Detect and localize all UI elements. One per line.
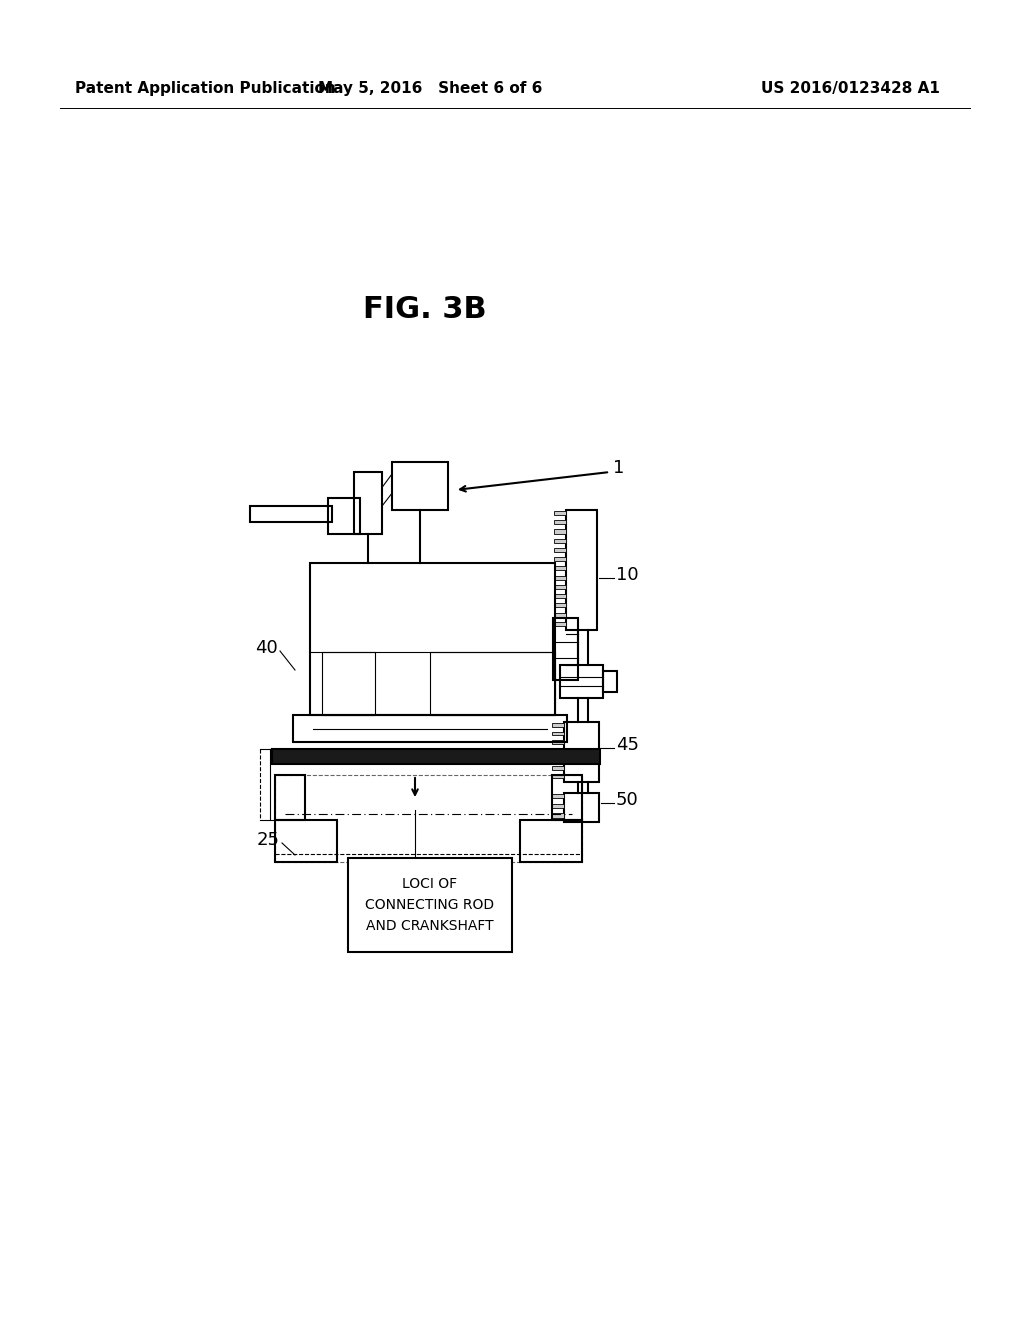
Bar [348,858,512,952]
Bar [554,511,566,515]
Bar [322,652,375,715]
Bar [552,813,564,817]
Text: FIG. 3B: FIG. 3B [364,296,486,325]
Bar [552,723,564,727]
Bar [554,539,566,543]
Bar [554,566,566,570]
Bar [275,775,582,862]
Bar [293,715,567,742]
Bar [272,748,600,764]
Bar [552,775,582,820]
Bar [554,548,566,552]
Text: US 2016/0123428 A1: US 2016/0123428 A1 [761,81,940,95]
Text: 45: 45 [616,737,639,754]
Text: Patent Application Publication: Patent Application Publication [75,81,336,95]
Text: 25: 25 [257,832,280,849]
Bar [310,564,555,715]
Bar [552,758,564,762]
Bar [552,748,564,752]
Bar [553,618,578,680]
Bar [554,622,566,626]
Bar [354,473,382,535]
Bar [554,520,566,524]
Bar [328,498,360,535]
Bar [564,722,599,781]
Bar [566,510,597,630]
Bar [552,795,564,799]
Bar [554,557,566,561]
Bar [552,731,564,735]
Bar [430,652,555,715]
Bar [552,741,564,744]
Text: May 5, 2016   Sheet 6 of 6: May 5, 2016 Sheet 6 of 6 [317,81,542,95]
Bar [554,603,566,607]
Bar [554,576,566,579]
Bar [564,793,599,822]
Bar [554,612,566,616]
Bar [552,775,564,779]
Bar [250,506,332,521]
Bar [275,775,305,820]
Bar [520,820,582,862]
Bar [392,462,449,510]
Text: 50: 50 [616,791,639,809]
Bar [560,665,603,698]
Bar [552,804,564,808]
Text: 1: 1 [613,459,625,477]
Text: 10: 10 [616,566,639,583]
Text: LOCI OF
CONNECTING ROD
AND CRANKSHAFT: LOCI OF CONNECTING ROD AND CRANKSHAFT [366,878,495,933]
Bar [554,529,566,533]
Bar [275,820,337,862]
Bar [554,594,566,598]
Bar [552,766,564,770]
Text: 40: 40 [255,639,278,657]
Bar [603,671,617,692]
Bar [554,585,566,589]
